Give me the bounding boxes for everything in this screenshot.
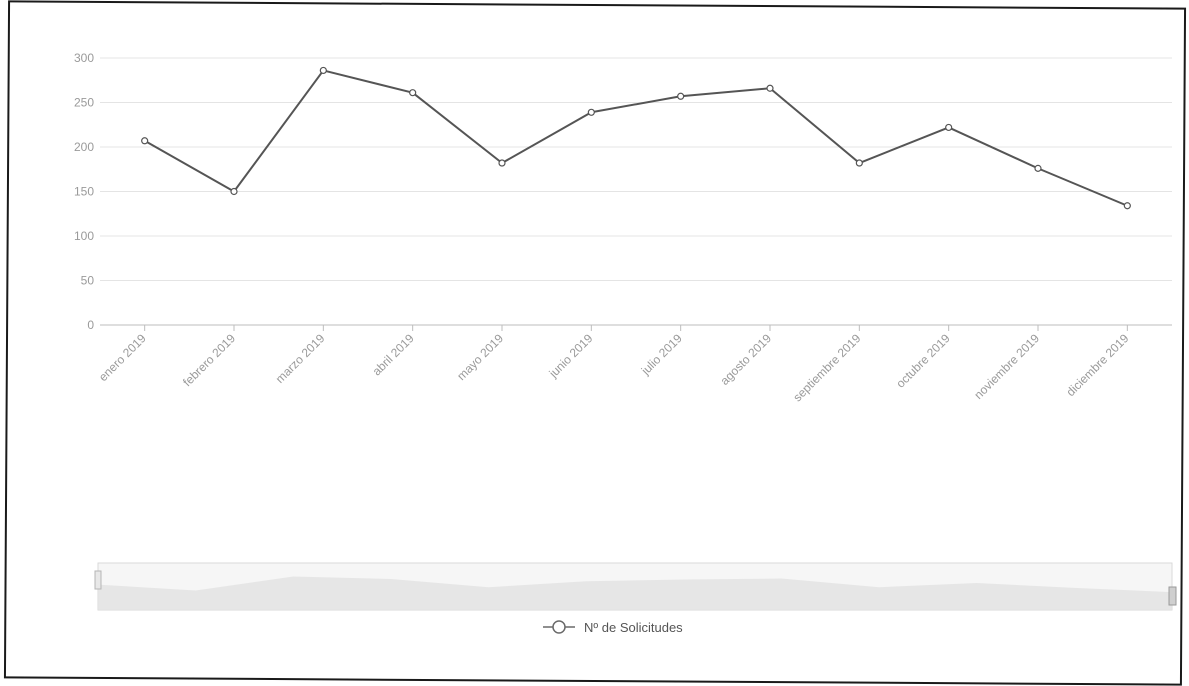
data-point[interactable] <box>587 108 595 116</box>
data-point[interactable] <box>1034 164 1042 172</box>
x-tick-label: enero 2019 <box>96 331 149 384</box>
y-tick-label: 0 <box>87 318 94 332</box>
data-point[interactable] <box>230 187 238 196</box>
x-tick-label: noviembre 2019 <box>971 331 1042 402</box>
navigator-handle-left[interactable] <box>94 570 102 590</box>
x-tick-label: septiembre 2019 <box>790 331 863 404</box>
y-tick-label: 250 <box>74 96 94 110</box>
x-tick-label: marzo 2019 <box>273 331 328 386</box>
navigator-handle-right[interactable] <box>1168 586 1177 606</box>
legend[interactable]: Nº de Solicitudes <box>543 620 683 635</box>
gridlines <box>100 57 1172 281</box>
series-line <box>144 69 1128 207</box>
x-tick-label: diciembre 2019 <box>1064 331 1132 399</box>
y-tick-label: 150 <box>74 185 94 199</box>
x-tick-label: febrero 2019 <box>180 331 238 389</box>
data-point[interactable] <box>498 159 506 167</box>
x-tick-label: mayo 2019 <box>454 331 506 383</box>
y-tick-label: 200 <box>74 140 94 154</box>
x-tick-label: junio 2019 <box>546 331 596 381</box>
y-axis-ticks: 0 50 100 150 200 250 300 <box>74 51 94 332</box>
data-point[interactable] <box>409 89 417 97</box>
y-tick-label: 50 <box>81 274 95 288</box>
y-tick-label: 300 <box>74 51 94 65</box>
legend-marker-icon <box>552 620 566 634</box>
data-point[interactable] <box>141 137 149 145</box>
x-tick-label: agosto 2019 <box>718 331 775 388</box>
range-navigator[interactable] <box>94 562 1177 611</box>
x-axis-ticks: enero 2019 febrero 2019 marzo 2019 abril 20… <box>96 325 1132 404</box>
data-point[interactable] <box>1123 202 1131 210</box>
data-point[interactable] <box>855 159 863 167</box>
data-point[interactable] <box>319 66 327 75</box>
x-tick-label: julio 2019 <box>638 331 685 378</box>
y-tick-label: 100 <box>74 229 94 243</box>
x-tick-label: abril 2019 <box>370 331 417 378</box>
x-tick-label: octubre 2019 <box>893 331 953 391</box>
legend-label: Nº de Solicitudes <box>584 620 683 635</box>
data-point[interactable] <box>766 84 774 92</box>
data-point[interactable] <box>677 92 685 100</box>
data-points <box>141 66 1131 210</box>
navigator-area <box>98 576 1172 610</box>
data-point[interactable] <box>945 123 953 132</box>
